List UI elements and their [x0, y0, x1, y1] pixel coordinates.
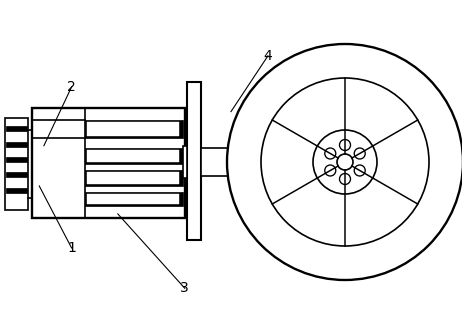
Bar: [87, 150, 179, 162]
Text: 2: 2: [67, 80, 76, 94]
Circle shape: [325, 148, 336, 159]
Bar: [5, 118, 28, 210]
Text: 3: 3: [181, 281, 189, 295]
Bar: [87, 122, 179, 136]
Circle shape: [337, 154, 353, 170]
Bar: [6, 188, 27, 193]
Bar: [6, 157, 27, 162]
Bar: [87, 194, 179, 204]
Circle shape: [354, 148, 365, 159]
Bar: [87, 172, 179, 184]
Circle shape: [261, 78, 429, 246]
Bar: [85, 148, 183, 164]
Bar: [183, 146, 187, 178]
Text: 1: 1: [67, 241, 76, 255]
Circle shape: [313, 130, 377, 194]
Bar: [32, 108, 185, 218]
Bar: [201, 148, 455, 176]
Bar: [6, 172, 27, 177]
Bar: [6, 126, 27, 131]
Circle shape: [354, 165, 365, 176]
Bar: [85, 170, 183, 186]
Circle shape: [340, 174, 351, 184]
Circle shape: [325, 165, 336, 176]
Circle shape: [227, 44, 462, 280]
Bar: [85, 120, 183, 138]
Bar: [85, 192, 183, 206]
Circle shape: [340, 140, 351, 150]
Bar: [187, 82, 201, 240]
Bar: [6, 141, 27, 147]
Text: 4: 4: [264, 49, 272, 63]
